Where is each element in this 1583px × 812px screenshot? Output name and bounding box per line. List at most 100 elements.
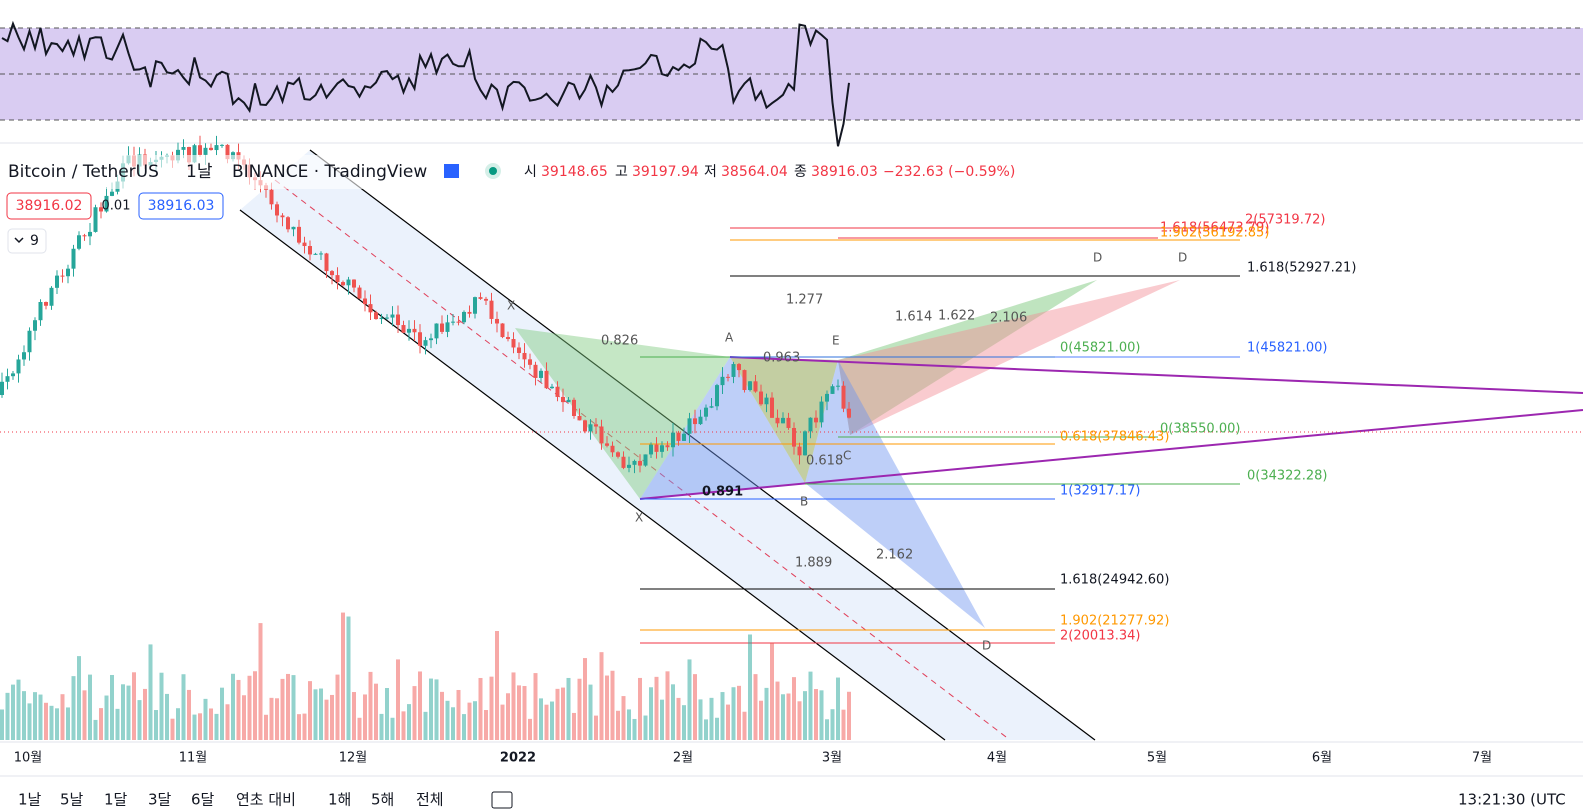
candle xyxy=(671,432,675,448)
candle xyxy=(297,226,301,243)
candle xyxy=(770,397,774,418)
candle xyxy=(478,297,483,299)
candle xyxy=(418,332,422,346)
range-button[interactable]: 1달 xyxy=(104,791,128,809)
volume-bar xyxy=(583,658,587,740)
candle xyxy=(363,298,367,305)
fib-label: 1.618(52927.21) xyxy=(1247,261,1356,276)
volume-bar xyxy=(33,692,37,740)
volume-bar xyxy=(731,687,736,740)
candle xyxy=(539,370,543,378)
candle xyxy=(379,317,384,320)
candle xyxy=(16,359,21,374)
volume-bar xyxy=(385,688,389,740)
volume-bar xyxy=(572,712,576,740)
buy-price[interactable]: 38916.03 xyxy=(148,198,215,214)
volume-bar xyxy=(324,699,329,740)
candle xyxy=(786,417,791,428)
volume-bar xyxy=(165,693,169,740)
calendar-icon[interactable] xyxy=(491,791,513,809)
volume-bar xyxy=(665,671,670,740)
volume-bar xyxy=(616,710,620,740)
candle xyxy=(511,339,516,348)
range-button[interactable]: 전체 xyxy=(416,791,444,809)
candle xyxy=(401,325,406,333)
trend-line xyxy=(729,356,1583,394)
volume-bar xyxy=(440,691,444,740)
range-button[interactable]: 6달 xyxy=(191,791,215,809)
range-button[interactable]: 5해 xyxy=(371,791,394,809)
candle xyxy=(407,328,411,333)
rsi-line xyxy=(1,20,850,147)
candle xyxy=(676,432,681,441)
sell-box[interactable] xyxy=(6,192,92,220)
volume-bar xyxy=(682,705,686,740)
flag-icon[interactable] xyxy=(444,164,459,178)
range-button[interactable]: 5날 xyxy=(60,791,84,809)
volume-bar xyxy=(396,659,400,740)
volume-bar xyxy=(462,714,466,740)
range-button[interactable]: 1날 xyxy=(18,791,42,809)
candle xyxy=(566,399,571,403)
volume-bar xyxy=(27,703,32,740)
symbol[interactable]: Bitcoin / TetherUS xyxy=(8,162,159,182)
range-button[interactable]: 3달 xyxy=(148,791,172,809)
volume-bar xyxy=(126,685,131,740)
volume-bar xyxy=(737,685,741,740)
volume-bar xyxy=(533,673,538,740)
time-label: 7월 xyxy=(1472,751,1492,766)
candle xyxy=(792,427,796,447)
sell-price[interactable]: 38916.02 xyxy=(16,198,83,214)
volume-bar xyxy=(209,708,213,740)
candle xyxy=(88,231,92,237)
buy-box[interactable] xyxy=(138,192,224,220)
channel-line xyxy=(309,149,1096,741)
point-label: E xyxy=(832,334,840,348)
volume-bar xyxy=(775,681,780,740)
candle xyxy=(577,415,582,421)
candle xyxy=(561,396,565,403)
volume-bar xyxy=(187,689,191,740)
channel-median xyxy=(274,179,1011,741)
candle xyxy=(220,144,224,146)
candle xyxy=(753,381,758,392)
candle xyxy=(621,456,626,468)
volume-bar xyxy=(66,707,70,740)
ratio-label: 0.618 xyxy=(806,454,843,469)
interval[interactable]: 1날 xyxy=(186,162,213,182)
candle xyxy=(357,287,362,299)
range-button[interactable]: 연초 대비 xyxy=(236,791,296,809)
volume-bar xyxy=(742,711,747,740)
candle xyxy=(720,376,725,386)
indicator-toggle[interactable] xyxy=(7,228,47,254)
volume-bar xyxy=(132,672,136,740)
volume-bar xyxy=(148,644,153,740)
volume-bar xyxy=(621,696,626,740)
range-button[interactable]: 1해 xyxy=(328,791,351,809)
candle xyxy=(599,426,604,444)
indicator-count[interactable]: 9 xyxy=(30,233,39,249)
ratio-label: 1.622 xyxy=(938,309,975,324)
candle xyxy=(385,317,389,319)
volume-bar xyxy=(154,710,158,740)
volume-bar xyxy=(528,718,532,740)
volume-bar xyxy=(671,684,675,740)
volume-bar xyxy=(594,715,598,740)
ohlc-key: 저 xyxy=(704,164,717,180)
volume-bar xyxy=(225,704,230,740)
candle xyxy=(33,320,37,331)
volume-bar xyxy=(781,694,785,740)
candle xyxy=(797,446,802,456)
volume-bar xyxy=(137,700,142,740)
volume-bar xyxy=(258,623,263,740)
fib-label: 1.902(21277.92) xyxy=(1060,614,1169,629)
volume-bar xyxy=(214,713,219,740)
candle xyxy=(82,235,87,237)
trend-line xyxy=(639,409,1583,500)
volume-bar xyxy=(693,674,697,740)
candle xyxy=(836,385,840,387)
volume-bar xyxy=(500,704,505,740)
point-label: X xyxy=(635,511,643,525)
candle xyxy=(825,393,829,402)
candle xyxy=(627,464,631,468)
